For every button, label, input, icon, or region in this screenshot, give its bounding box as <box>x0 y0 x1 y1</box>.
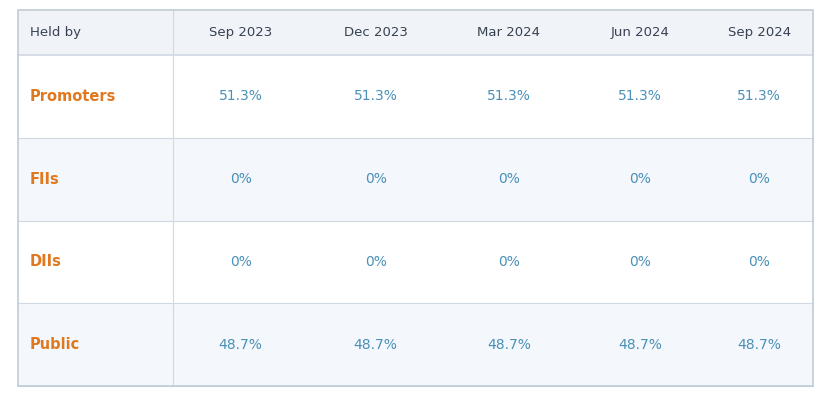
Text: 48.7%: 48.7% <box>487 338 531 352</box>
Text: 0%: 0% <box>229 255 252 269</box>
Text: 0%: 0% <box>229 172 252 186</box>
Text: Held by: Held by <box>30 26 81 39</box>
Bar <box>18 10 813 55</box>
Text: 0%: 0% <box>498 172 520 186</box>
Bar <box>18 221 813 303</box>
Text: 48.7%: 48.7% <box>737 338 781 352</box>
Text: Sep 2023: Sep 2023 <box>209 26 273 39</box>
Text: 48.7%: 48.7% <box>354 338 398 352</box>
Text: DIIs: DIIs <box>30 254 61 269</box>
Text: 0%: 0% <box>629 172 651 186</box>
Text: 0%: 0% <box>365 172 386 186</box>
Text: 51.3%: 51.3% <box>219 89 263 103</box>
Text: 0%: 0% <box>749 172 770 186</box>
Text: 0%: 0% <box>365 255 386 269</box>
Text: 0%: 0% <box>749 255 770 269</box>
Bar <box>18 303 813 386</box>
Text: 51.3%: 51.3% <box>487 89 531 103</box>
Text: 51.3%: 51.3% <box>737 89 781 103</box>
Text: Promoters: Promoters <box>30 89 116 104</box>
Bar <box>18 138 813 221</box>
Text: 51.3%: 51.3% <box>618 89 662 103</box>
Text: Dec 2023: Dec 2023 <box>344 26 408 39</box>
Text: Public: Public <box>30 337 81 352</box>
Text: FIIs: FIIs <box>30 171 60 187</box>
Text: 48.7%: 48.7% <box>618 338 662 352</box>
Bar <box>18 55 813 138</box>
Text: 48.7%: 48.7% <box>219 338 263 352</box>
Text: 51.3%: 51.3% <box>354 89 398 103</box>
Text: Jun 2024: Jun 2024 <box>611 26 670 39</box>
Text: 0%: 0% <box>629 255 651 269</box>
Text: Sep 2024: Sep 2024 <box>728 26 791 39</box>
Text: Mar 2024: Mar 2024 <box>478 26 540 39</box>
Text: 0%: 0% <box>498 255 520 269</box>
